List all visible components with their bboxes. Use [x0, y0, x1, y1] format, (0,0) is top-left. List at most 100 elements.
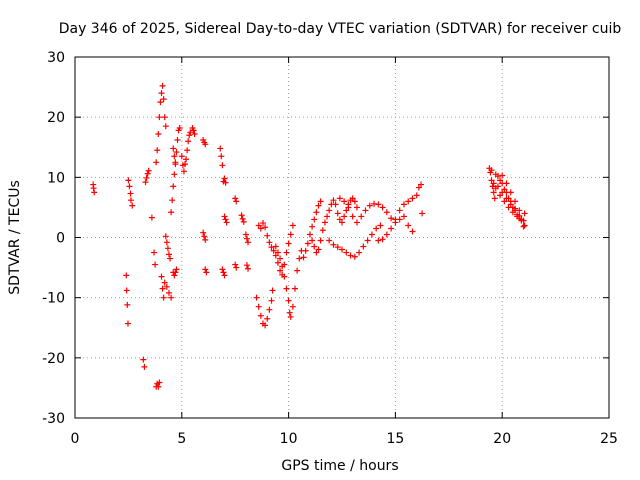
data-point [317, 237, 324, 244]
data-point [142, 179, 149, 186]
data-point [255, 303, 262, 310]
data-point [153, 159, 160, 166]
y-tick-label: 0 [56, 231, 65, 247]
data-point [127, 190, 134, 197]
data-point [264, 232, 271, 239]
data-point [160, 96, 167, 103]
data-point [125, 177, 132, 184]
data-point [169, 197, 176, 204]
data-point [371, 200, 378, 207]
data-point [383, 231, 390, 238]
data-point [245, 239, 252, 246]
data-point [185, 138, 192, 145]
data-point [202, 266, 209, 273]
data-point [140, 356, 147, 363]
data-point [339, 246, 345, 253]
data-point [217, 145, 224, 152]
data-point [405, 198, 412, 205]
data-point [503, 195, 510, 202]
data-point [274, 249, 281, 256]
data-point [311, 216, 318, 223]
data-point [222, 216, 229, 223]
data-point [277, 267, 284, 274]
data-point [499, 189, 506, 196]
data-point [366, 202, 373, 209]
y-tick-label: -10 [42, 291, 65, 307]
data-point [268, 244, 275, 251]
data-point [283, 249, 290, 256]
data-point [512, 198, 519, 205]
data-point [159, 82, 166, 89]
data-point [171, 153, 178, 160]
data-point [400, 201, 407, 208]
data-point [174, 137, 181, 144]
data-point [309, 237, 316, 244]
data-point [488, 167, 495, 174]
data-point [191, 131, 198, 138]
x-tick-label: 20 [493, 431, 511, 447]
data-point [419, 210, 426, 217]
data-point [311, 243, 318, 250]
data-point [172, 269, 179, 276]
data-point [221, 213, 228, 220]
data-point [501, 186, 508, 193]
data-point [173, 149, 180, 156]
data-point [304, 240, 311, 247]
data-point [501, 198, 508, 205]
data-points [90, 82, 528, 390]
y-tick-label: 30 [47, 50, 65, 66]
data-point [362, 207, 369, 214]
data-point [283, 285, 290, 292]
y-tick-label: -30 [42, 411, 65, 427]
data-point [499, 172, 506, 179]
chart-title: Day 346 of 2025, Sidereal Day-to-day VTE… [59, 21, 622, 37]
data-point [144, 170, 151, 177]
data-point [152, 261, 159, 268]
data-point [497, 177, 504, 184]
data-point [313, 209, 320, 216]
data-point [180, 168, 187, 175]
data-point [124, 320, 131, 327]
data-point [351, 253, 358, 260]
data-point [259, 220, 266, 227]
x-tick-label: 15 [386, 431, 404, 447]
data-point [202, 236, 209, 243]
data-point [168, 209, 175, 216]
data-point [173, 266, 180, 273]
data-point [141, 363, 148, 370]
data-point [315, 246, 322, 253]
data-point [388, 225, 395, 232]
data-point [165, 289, 172, 296]
data-point [339, 219, 345, 226]
x-tick-label: 0 [71, 431, 80, 447]
series-early [90, 82, 252, 390]
data-point [358, 213, 365, 220]
data-point [400, 213, 407, 220]
data-point [162, 123, 169, 130]
data-point [491, 195, 498, 202]
data-point [353, 204, 360, 211]
data-point [233, 264, 240, 271]
data-point [262, 322, 269, 329]
data-point [409, 195, 416, 202]
data-point [264, 315, 271, 322]
data-point [171, 171, 178, 178]
data-point [203, 269, 210, 276]
data-point [262, 224, 269, 231]
data-point [176, 124, 183, 131]
data-point [313, 249, 320, 256]
data-point [505, 204, 512, 211]
data-point [163, 239, 170, 246]
data-point [309, 223, 316, 230]
data-point [223, 219, 230, 226]
data-point [379, 204, 386, 211]
data-point [516, 207, 523, 214]
data-point [129, 202, 136, 209]
data-point [160, 294, 167, 301]
data-point [159, 285, 166, 292]
data-point [324, 213, 331, 220]
data-point [151, 249, 158, 256]
data-point [168, 294, 175, 301]
data-point [123, 272, 130, 279]
data-point [294, 267, 301, 274]
